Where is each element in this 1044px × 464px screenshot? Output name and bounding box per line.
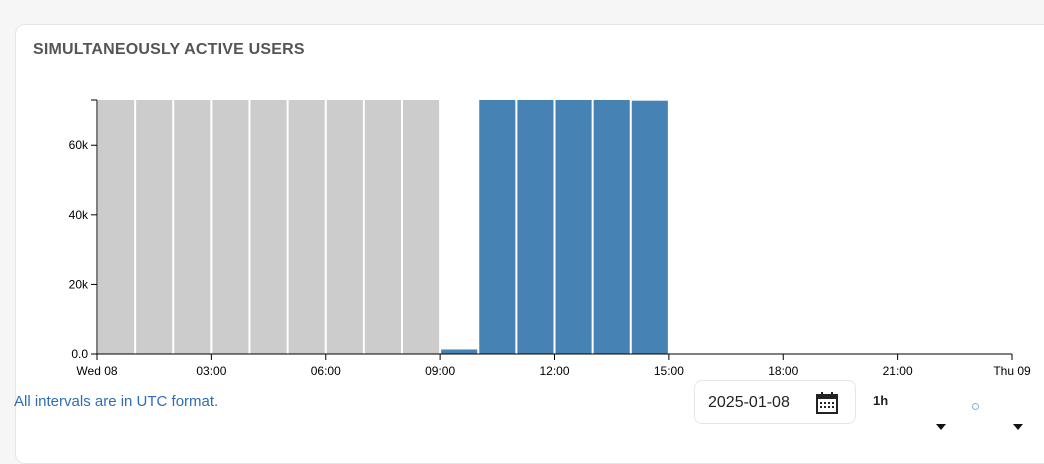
y-tick-label: 0.0 [71,347,88,361]
x-tick-label: 06:00 [311,364,341,378]
x-tick-label: 15:00 [654,364,684,378]
date-value: 2025-01-08 [708,394,790,411]
bar-7 [364,100,401,354]
chevron-down-icon[interactable] [936,424,946,430]
chart-title: SIMULTANEOUSLY ACTIVE USERS [33,41,305,58]
bar-4 [250,100,287,354]
x-tick-label: 18:00 [768,364,798,378]
active-users-chart: 0.0 20k 40k 60k Wed 08 03:00 06:00 09:00 12:00 15… [69,99,1031,378]
x-tick-label: Thu 09 [993,364,1031,378]
y-tick-label: 60k [69,138,89,152]
x-tick-label: 09:00 [425,364,455,378]
y-tick-label: 40k [69,208,89,222]
bar-8 [403,100,440,354]
bar-0 [98,100,135,354]
bar-13 [593,100,630,354]
bar-5 [288,100,325,354]
chevron-down-icon[interactable] [1013,424,1023,430]
bar-1 [136,100,173,354]
bar-6 [326,100,363,354]
bar-10 [479,100,516,354]
x-tick-label: Wed 08 [76,364,117,378]
bar-12 [555,100,592,354]
y-tick-label: 20k [69,277,89,291]
x-tick-label: 03:00 [196,364,226,378]
dot-icon [972,403,979,410]
bar-3 [212,100,249,354]
bar-2 [174,100,211,354]
axes-layer: 0.0 20k 40k 60k Wed 08 03:00 06:00 09:00 12:00 15… [69,99,1031,378]
bar-11 [517,100,554,354]
interval-select[interactable]: 1h [873,393,889,408]
bar-9 [441,349,478,354]
utc-footnote: All intervals are in UTC format. [14,393,219,410]
date-picker[interactable]: 2025-01-08 [694,380,856,424]
x-tick-label: 21:00 [883,364,913,378]
bar-14 [631,100,668,354]
x-tick-label: 12:00 [539,364,569,378]
calendar-icon[interactable] [815,391,839,415]
bars-layer [98,100,668,354]
